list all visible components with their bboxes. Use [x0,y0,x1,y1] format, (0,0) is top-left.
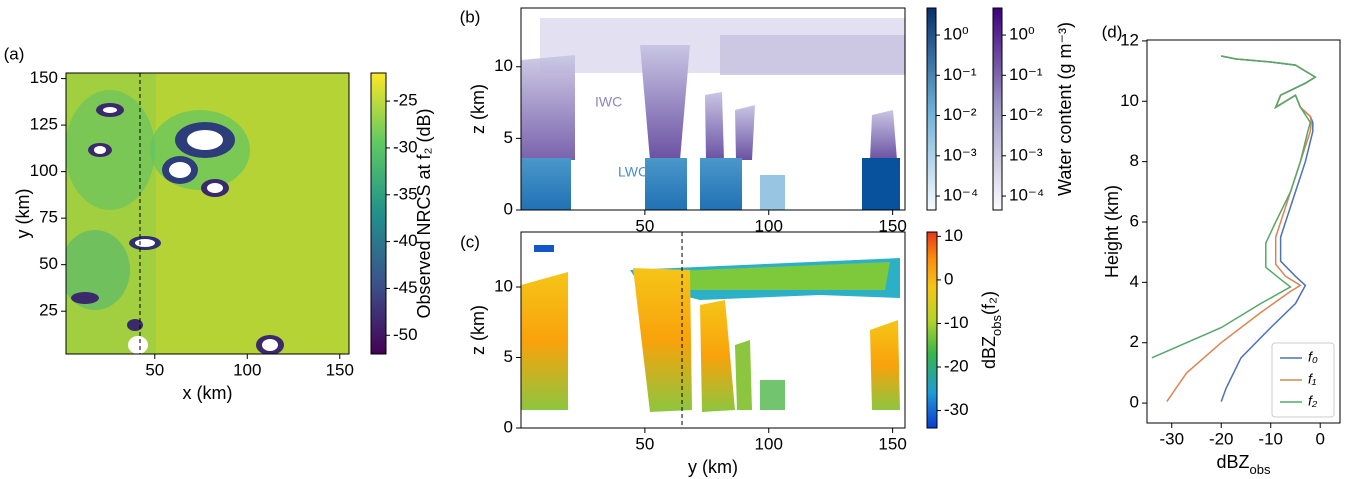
colorbar-label: Water content (g m⁻³) [1055,22,1075,196]
colorbar-tick-label: 10⁻¹ [1009,65,1043,84]
colorbar-tick-label: -10 [944,313,969,332]
colorbar-tick-label: -50 [393,325,418,344]
y-tick-label: 10 [494,276,513,295]
label-part: (f₂) [979,291,999,315]
x-tick-label: 100 [755,216,783,235]
x-tick-label: 150 [878,434,906,453]
colorbar-tick-label: 10⁻² [1009,105,1043,124]
water-content-field [521,18,905,210]
x-axis-label: x (km) [183,383,233,403]
colorbar-tick-label: -30 [393,137,418,156]
y-tick-label: 25 [39,301,58,320]
y-tick-label: 100 [30,161,58,180]
colorbar-tick-label: -45 [393,278,418,297]
colorbar-tick-label: 10⁻² [943,105,977,124]
colorbar [370,72,387,355]
legend-box [1271,342,1335,418]
x-tick-label: 50 [635,434,654,453]
y-tick-label: 4 [1130,272,1139,291]
y-axis-label: z (km) [468,305,488,355]
colorbar-tick-label: 0 [944,269,953,288]
y-tick-label: 5 [504,347,513,366]
x-axis-label: dBZobs [1217,452,1271,477]
x-tick-label: 100 [233,360,261,379]
x-axis-label: y (km) [688,457,738,477]
y-tick-label: 150 [30,68,58,87]
y-tick-label: 125 [30,115,58,134]
x-tick-label: -30 [1159,429,1184,448]
y-axis-label: y (km) [13,189,33,239]
y-tick-label: 10 [494,56,513,75]
colorbar-tick-label: -20 [944,357,969,376]
colorbar-tick-label: -40 [393,231,418,250]
y-tick-label: 10 [1120,91,1139,110]
x-tick-label: 150 [878,216,906,235]
annotation: IWC [595,94,622,110]
legend-label: f₁ [1308,371,1317,387]
colorbar-tick-label: 10⁰ [943,25,969,44]
x-tick-label: 100 [755,434,783,453]
y-tick-label: 6 [1130,211,1139,230]
colorbar [926,7,937,211]
y-tick-label: 12 [1120,30,1139,49]
legend-label: f₂ [1308,393,1318,409]
x-tick-label: 50 [145,360,164,379]
line-series [1151,55,1317,359]
colorbar-tick-label: 10⁻³ [1009,145,1043,164]
x-tick-label: -10 [1258,429,1283,448]
label-part: obs [989,315,1004,336]
y-tick-label: 0 [1130,393,1139,412]
y-tick-label: 8 [1130,151,1139,170]
y-tick-label: 5 [504,128,513,147]
label-part: dBZ [1217,452,1250,472]
y-tick-label: 0 [504,199,513,218]
colorbar-tick-label: 10⁻⁴ [1009,186,1044,205]
colorbar-label: dBZobs(f₂) [979,291,1004,369]
colorbar-tick-label: -30 [944,400,969,419]
panel-label: (d) [1102,22,1123,41]
colorbar-tick-label: 10 [944,226,963,245]
colorbar [992,7,1003,211]
colorbar [926,231,938,429]
colorbar-tick-label: -25 [393,91,418,110]
plot-frame [1146,39,1341,424]
panel-label: (a) [4,44,25,63]
plot-frame [520,231,906,429]
colorbar-tick-label: -35 [393,184,418,203]
label-part: dBZ [979,336,999,369]
y-tick-label: 0 [504,417,513,436]
x-tick-label: 50 [635,216,654,235]
x-tick-label: -20 [1209,429,1234,448]
y-axis-label: Height (km) [1102,185,1122,278]
x-tick-label: 150 [326,360,354,379]
plot-frame [65,72,350,355]
colorbar-label: Observed NRCS at f₂ (dB) [414,108,434,318]
y-tick-label: 50 [39,254,58,273]
label-part: obs [1250,462,1271,477]
colorbar-tick-label: 10⁰ [1009,25,1035,44]
x-tick-label: 0 [1315,429,1324,448]
panel-label: (b) [460,7,481,26]
y-axis-label: z (km) [468,84,488,134]
plot-frame [520,7,906,211]
colorbar-tick-label: 10⁻¹ [943,65,977,84]
colorbar-tick-label: 10⁻³ [943,145,977,164]
annotation: LWC [618,164,648,180]
y-tick-label: 2 [1130,332,1139,351]
colorbar-tick-label: 10⁻⁴ [943,186,978,205]
panel-label: (c) [460,232,480,251]
nrcs-field [66,73,349,354]
reflectivity-field [521,245,900,412]
y-tick-label: 75 [39,208,58,227]
legend-label: f₀ [1308,349,1318,365]
